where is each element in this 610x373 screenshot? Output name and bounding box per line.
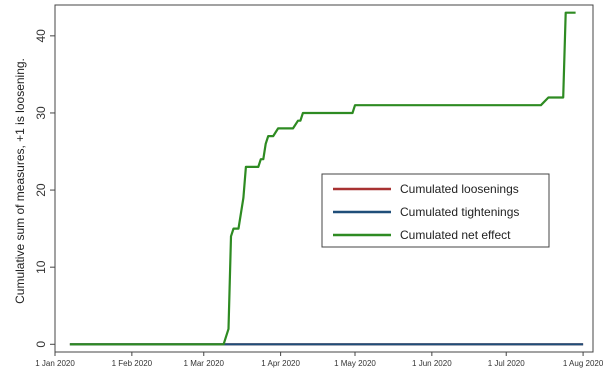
x-tick-label: 1 Mar 2020 xyxy=(184,359,225,368)
y-tick-label: 0 xyxy=(34,341,48,348)
x-tick-label: 1 Feb 2020 xyxy=(112,359,153,368)
x-tick-label: 1 Aug 2020 xyxy=(563,359,604,368)
legend: Cumulated loosenings Cumulated tightenin… xyxy=(321,173,550,248)
x-tick-label: 1 Apr 2020 xyxy=(261,359,300,368)
legend-label-net-effect: Cumulated net effect xyxy=(400,228,511,242)
x-tick-label: 1 Jun 2020 xyxy=(412,359,452,368)
plot-frame xyxy=(54,4,594,353)
x-tick-label: 1 Jul 2020 xyxy=(488,359,525,368)
y-axis-label: Cumulative sum of measures, +1 is loosen… xyxy=(13,58,27,304)
y-tick-label: 20 xyxy=(34,183,48,197)
y-tick-label: 10 xyxy=(34,260,48,274)
x-tick-label: 1 Jan 2020 xyxy=(35,359,75,368)
plot-area-border xyxy=(54,4,594,353)
x-tick-label: 1 May 2020 xyxy=(334,359,376,368)
x-axis-ticks: 1 Jan 2020 1 Feb 2020 1 Mar 2020 1 Apr 2020… xyxy=(35,352,604,368)
series-line-net-effect xyxy=(69,11,576,346)
y-axis-ticks: 0 10 20 30 40 xyxy=(34,29,55,348)
legend-label-tightenings: Cumulated tightenings xyxy=(400,205,519,219)
series-lines xyxy=(69,11,584,346)
y-tick-label: 30 xyxy=(34,106,48,120)
legend-label-loosenings: Cumulated loosenings xyxy=(400,182,519,196)
y-tick-label: 40 xyxy=(34,29,48,43)
